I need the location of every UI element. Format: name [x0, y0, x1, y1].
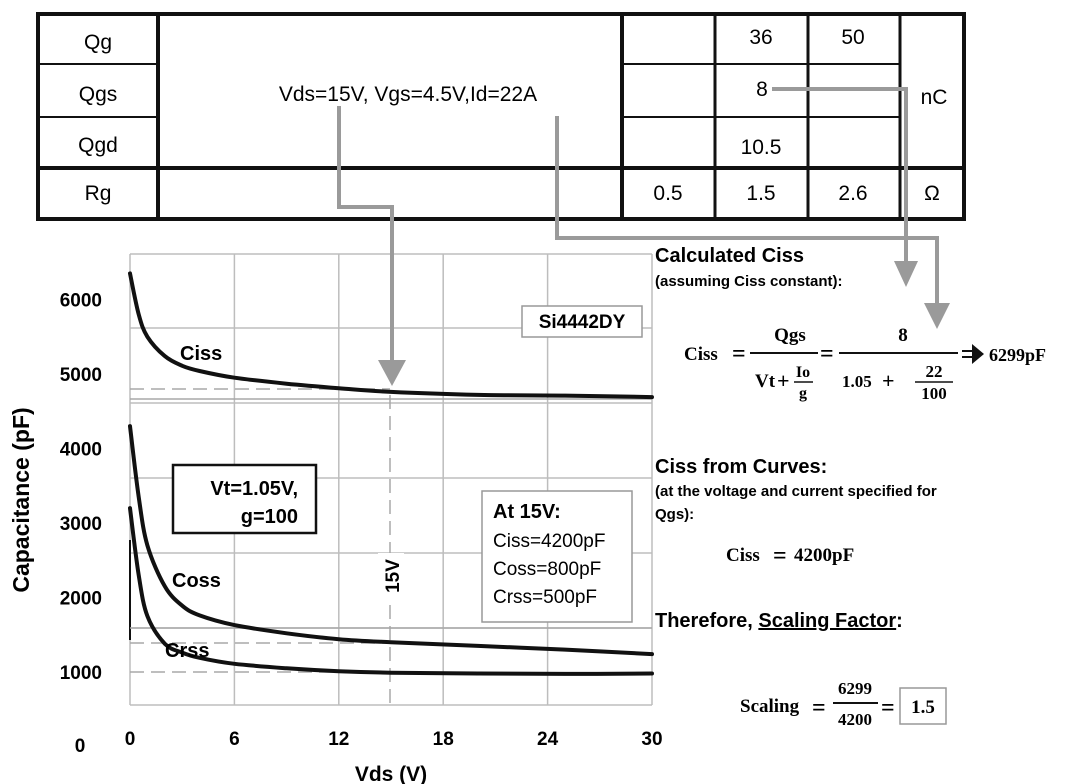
capacitance-chart: 0 6 12 18 24 30 6000 5000 4000 3000 2000 1000 0 Vds… [8, 253, 663, 784]
connector-arrows [337, 87, 950, 386]
eq-equals: = [881, 695, 895, 721]
eq-equals: = [820, 341, 834, 367]
at-15v-box [481, 490, 633, 623]
y-tick-label: 2000 [60, 589, 102, 610]
eq-result: 6299pF [989, 345, 1046, 365]
v15-label: 15V [383, 559, 404, 593]
y-tick-label: 5000 [60, 365, 102, 386]
eq-equals: = [812, 695, 826, 721]
arrowhead [378, 360, 406, 386]
crss-curve-label: Crss [165, 640, 209, 662]
at-15v-crss: Crss=500pF [493, 587, 597, 608]
y-zero-label: 0 [75, 736, 86, 757]
scaling-num: 6299 [838, 679, 872, 698]
arrow-qgs-to-equation [772, 87, 908, 262]
y-tick-label: 3000 [60, 514, 102, 535]
v15-label-bg [378, 553, 404, 599]
at-15v-ciss: Ciss=4200pF [493, 531, 605, 552]
scaling-result-box [899, 687, 947, 725]
scaling-den: 4200 [838, 710, 872, 729]
curve-crss [128, 506, 654, 676]
scaling-result: 1.5 [911, 697, 935, 718]
eq-plus: + [777, 368, 790, 393]
eq-io: Io [796, 364, 810, 381]
x-tick-label: 30 [641, 729, 662, 750]
qg-max: 50 [841, 26, 864, 49]
scaling-equation: Scaling = 6299 4200 = 1.5 [740, 679, 947, 729]
y-axis-title: Capacitance (pF) [8, 407, 34, 592]
rg-unit: Ω [924, 182, 940, 205]
qgd-typ: 10.5 [741, 136, 782, 159]
implies-arrow [962, 344, 984, 364]
part-label-box [521, 305, 643, 338]
ciss-equation: Ciss = Qgs Vt + Io g = 8 1.05 + 22 100 6… [684, 325, 1046, 403]
param-rg: Rg [85, 182, 112, 205]
g-value: g=100 [241, 506, 298, 528]
part-label: Si4442DY [539, 312, 626, 333]
arrow-id-to-equation [555, 116, 939, 305]
eq-equals: = [773, 543, 787, 569]
x-axis-title: Vds (V) [355, 763, 427, 784]
vt-value: Vt=1.05V, [210, 478, 298, 500]
x-tick-label: 12 [328, 729, 349, 750]
calculated-ciss-title: Calculated Ciss [655, 245, 804, 267]
charge-unit: nC [921, 86, 948, 109]
eq-lhs: Ciss [684, 344, 718, 365]
param-qg: Qg [84, 31, 112, 54]
ciss-curve-label: Ciss [180, 343, 222, 365]
x-tick-label: 24 [537, 729, 559, 750]
chart-curves [128, 271, 654, 676]
eq-num-qgs: Qgs [774, 325, 806, 346]
arrowhead [924, 303, 950, 329]
eq-num-8: 8 [898, 325, 908, 346]
ciss-curves-sub1: (at the voltage and current specified fo… [655, 483, 937, 500]
at-15v-title: At 15V: [493, 501, 561, 523]
y-tick-label: 4000 [60, 440, 102, 461]
coss-curve-label: Coss [172, 570, 221, 592]
rg-typ: 1.5 [746, 182, 775, 205]
eq-plus: + [882, 368, 895, 393]
ciss-curves-sub2: Qgs): [655, 506, 694, 523]
ciss-curve-value: 4200pF [794, 545, 854, 566]
param-qgd: Qgd [78, 134, 118, 157]
ciss-curve-equation: Ciss = 4200pF [726, 543, 854, 569]
vt-g-box [171, 463, 318, 535]
rg-min: 0.5 [653, 182, 682, 205]
scaling-lhs: Scaling [740, 696, 800, 717]
curve-coss [128, 424, 654, 657]
y-tick-label: 6000 [60, 291, 102, 312]
qg-typ: 36 [749, 26, 772, 49]
param-qgs: Qgs [79, 83, 118, 106]
curve-ciss [128, 271, 654, 400]
x-tick-label: 0 [125, 729, 136, 750]
arrow-vds-to-chart [337, 106, 394, 362]
eq-den-vt: Vt [755, 371, 776, 392]
rg-max: 2.6 [838, 182, 867, 205]
y-tick-label: 1000 [60, 663, 102, 684]
eq-g: g [799, 385, 807, 402]
at-15v-coss: Coss=800pF [493, 559, 601, 580]
x-tick-label: 6 [229, 729, 240, 750]
arrowhead [894, 261, 918, 287]
ciss-curves-title: Ciss from Curves: [655, 456, 827, 478]
qgs-typ: 8 [756, 78, 768, 101]
calculated-ciss-block: Calculated Ciss (assuming Ciss constant)… [655, 245, 1046, 729]
therefore-line: Therefore, Scaling Factor: [655, 610, 903, 632]
eq-den-105: 1.05 [842, 372, 872, 391]
scaling-factor-label: Scaling Factor [758, 610, 896, 632]
eq-22: 22 [926, 362, 943, 381]
calculated-ciss-subtitle: (assuming Ciss constant): [655, 273, 843, 290]
test-condition: Vds=15V, Vgs=4.5V,Id=22A [279, 83, 537, 106]
eq-100: 100 [921, 384, 947, 403]
eq-equals: = [732, 341, 746, 367]
ciss-curve-lhs: Ciss [726, 545, 760, 566]
chart-ticks: 0 6 12 18 24 30 6000 5000 4000 3000 2000 1000 [60, 291, 663, 751]
x-tick-label: 18 [433, 729, 454, 750]
spec-table: Qg Qgs Qgd Rg Vds=15V, Vgs=4.5V,Id=22A 3… [36, 12, 966, 221]
